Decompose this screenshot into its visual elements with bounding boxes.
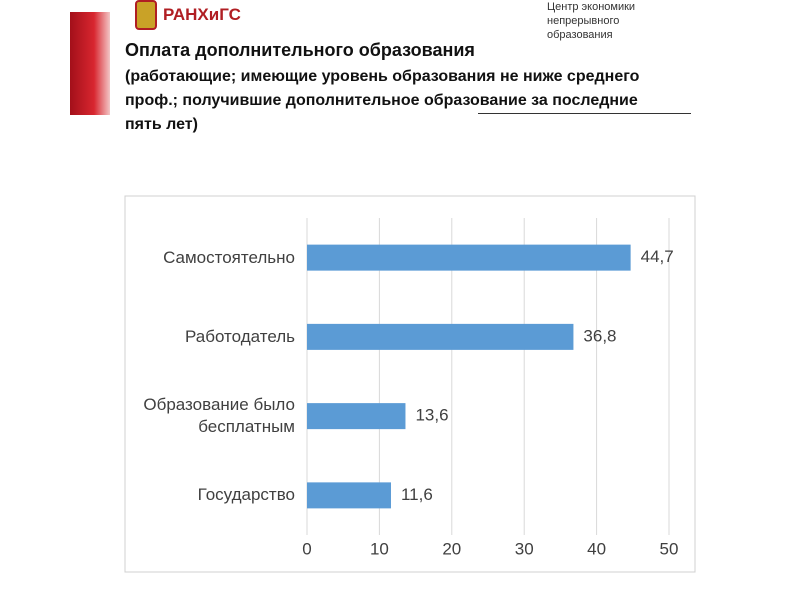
x-tick-label: 10 [370,539,389,558]
chart-subtitle: (работающие; имеющие уровень образования… [125,68,640,133]
y-tick-label: Самостоятельно [163,247,295,267]
bar [307,323,574,350]
logo: РАНХиГС [135,0,241,30]
logo-text: РАНХиГС [163,5,241,24]
x-tick-label: 50 [660,539,679,558]
x-tick-label: 30 [515,539,534,558]
x-tick-label: 40 [587,539,606,558]
x-tick-label: 20 [442,539,461,558]
value-label: 36,8 [583,326,616,345]
x-tick-label: 0 [302,539,311,558]
y-label-box: Государство [197,485,295,505]
y-tick-label: Образование было бесплатным [143,395,295,437]
bar [307,244,631,271]
y-tick-label: Государство [197,485,295,505]
bar [307,403,406,430]
rule [478,113,691,114]
value-label: 13,6 [415,406,448,425]
y-label-box: Работодатель [185,326,295,346]
value-label: 11,6 [401,485,433,504]
center-name: Центр экономики непрерывного образования [547,1,636,41]
value-label: 44,7 [641,247,674,266]
decor-bar [70,12,110,115]
y-label-box: Образование было бесплатным [143,395,295,437]
bar [307,482,391,509]
logo-emblem [135,0,157,30]
y-tick-label: Работодатель [185,326,295,346]
y-label-box: Самостоятельно [163,247,295,267]
chart-title: Оплата дополнительного образования [125,40,475,60]
